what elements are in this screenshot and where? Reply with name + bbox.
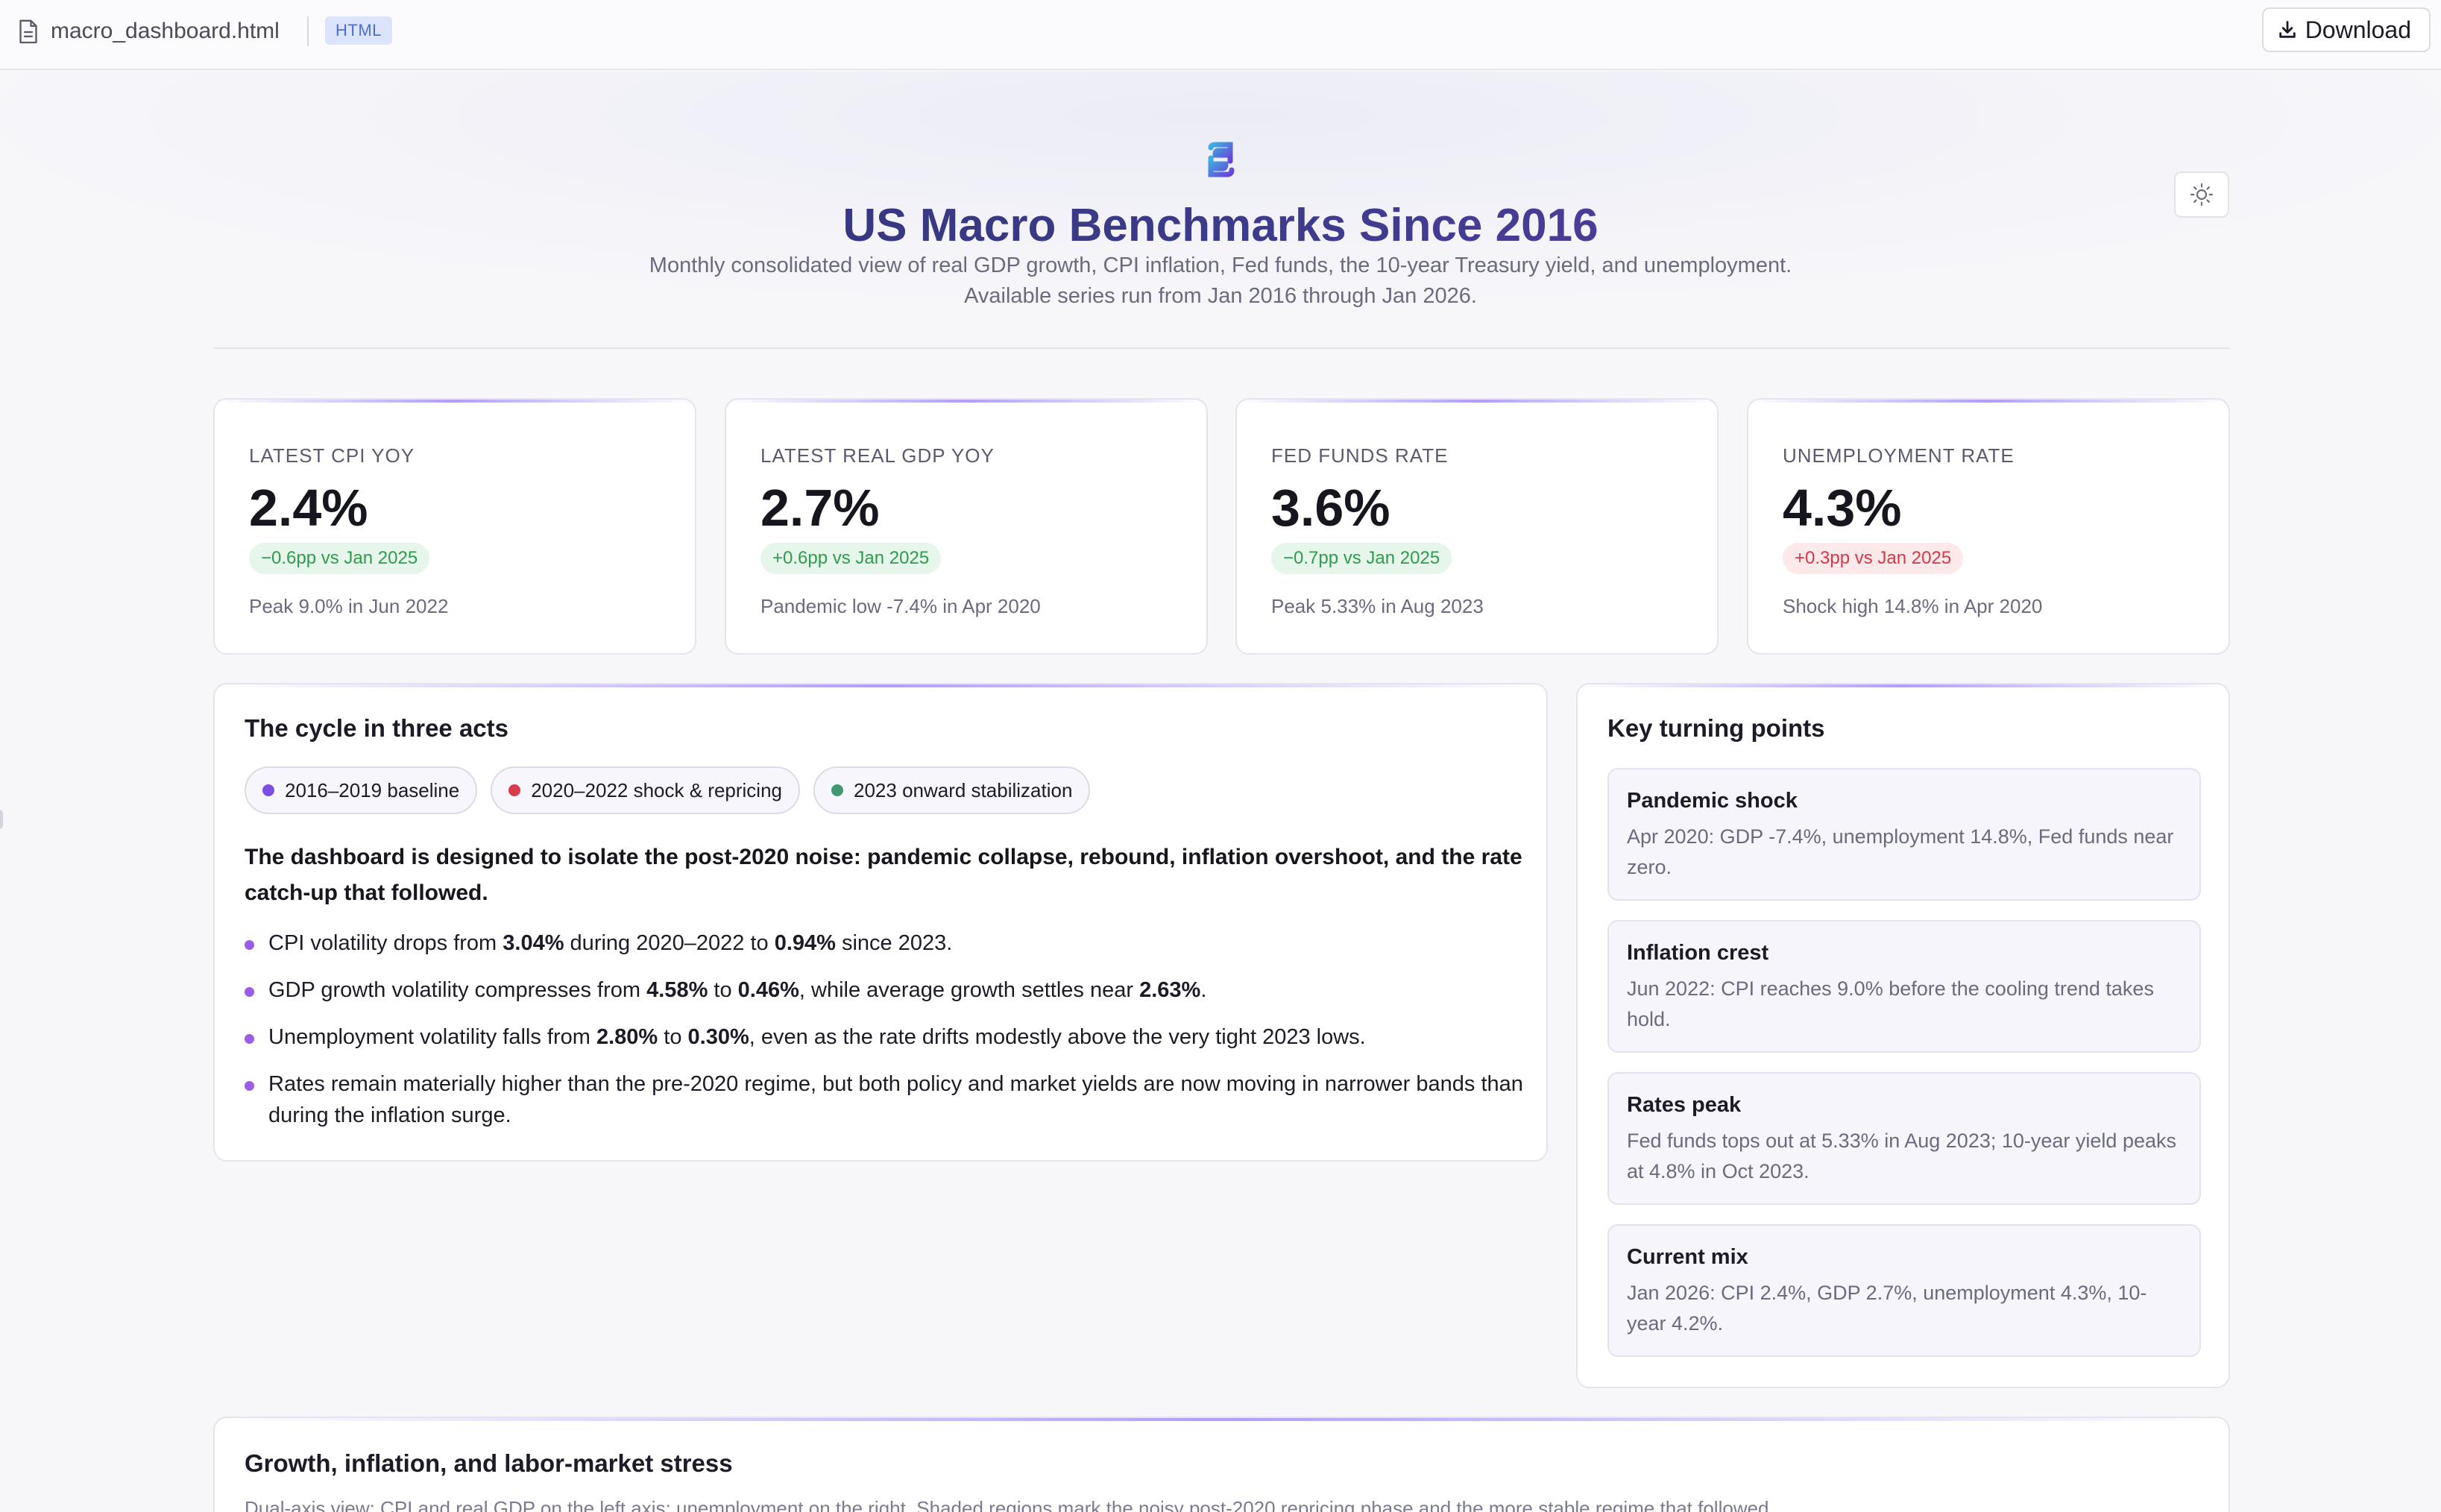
theme-toggle-button[interactable] <box>2174 171 2229 218</box>
kpi-delta-badge: +0.6pp vs Jan 2025 <box>760 543 942 574</box>
subtitle-line: Available series run from Jan 2016 throu… <box>964 284 1477 308</box>
bullet-text: . <box>1200 978 1207 1002</box>
kpi-delta-badge: −0.7pp vs Jan 2025 <box>1271 543 1452 574</box>
growth-inflation-chart-card: Growth, inflation, and labor-market stre… <box>213 1417 2230 1512</box>
page-subtitle: Monthly consolidated view of real GDP gr… <box>0 251 2441 312</box>
file-type-badge: HTML <box>325 16 392 45</box>
bullet-text: during 2020–2022 to <box>564 931 775 955</box>
logo-icon <box>1208 142 1235 177</box>
phase-label: 2020–2022 shock & repricing <box>531 778 782 801</box>
kpi-value: 4.3% <box>1783 479 1902 537</box>
header-divider <box>213 347 2229 349</box>
sun-icon <box>2190 183 2214 207</box>
turning-points-card: Key turning points Pandemic shock Apr 20… <box>1576 683 2230 1388</box>
file-name: macro_dashboard.html <box>51 19 280 43</box>
kpi-delta-badge: −0.6pp vs Jan 2025 <box>249 543 430 574</box>
bullet-figure: 0.94% <box>774 931 836 955</box>
file-icon <box>19 19 37 44</box>
bullet-text: Unemployment volatility falls from <box>268 1025 596 1049</box>
scroll-nub[interactable] <box>0 810 3 829</box>
phase-label: 2023 onward stabilization <box>854 778 1073 801</box>
toolbar-divider <box>307 16 309 46</box>
kpi-card-cpi: LATEST CPI YOY 2.4% −0.6pp vs Jan 2025 P… <box>213 398 696 655</box>
turning-point-body: Jun 2022: CPI reaches 9.0% before the co… <box>1627 977 2154 1030</box>
turning-point-item: Pandemic shock Apr 2020: GDP -7.4%, unem… <box>1607 768 2201 901</box>
download-icon <box>2278 21 2296 38</box>
bullet-text: CPI volatility drops from <box>268 931 503 955</box>
phase-dot <box>262 784 274 796</box>
bullet-figure: 3.04% <box>503 931 564 955</box>
list-item: Unemployment volatility falls from 2.80%… <box>245 1021 1542 1053</box>
turning-point-title: Rates peak <box>1627 1093 1742 1117</box>
kpi-card-gdp: LATEST REAL GDP YOY 2.7% +0.6pp vs Jan 2… <box>725 398 1208 655</box>
turning-point-body: Apr 2020: GDP -7.4%, unemployment 14.8%,… <box>1627 825 2174 878</box>
phase-dot <box>831 784 843 796</box>
kpi-note: Shock high 14.8% in Apr 2020 <box>1783 595 2043 617</box>
download-label: Download <box>2305 16 2411 43</box>
turning-point-title: Pandemic shock <box>1627 789 1798 813</box>
section-title: Growth, inflation, and labor-market stre… <box>245 1449 733 1477</box>
section-title: Key turning points <box>1607 714 1825 742</box>
kpi-card-unemployment: UNEMPLOYMENT RATE 4.3% +0.3pp vs Jan 202… <box>1747 398 2230 655</box>
bullet-text: to <box>658 1025 688 1049</box>
bullet-text: Rates remain materially higher than the … <box>268 1072 1523 1127</box>
bullet-text: to <box>708 978 738 1002</box>
section-title: The cycle in three acts <box>245 714 508 742</box>
kpi-value: 3.6% <box>1271 479 1390 537</box>
phase-label: 2016–2019 baseline <box>285 778 460 801</box>
phase-pill-baseline[interactable]: 2016–2019 baseline <box>245 766 478 814</box>
kpi-label: LATEST REAL GDP YOY <box>760 444 995 467</box>
download-button[interactable]: Download <box>2261 7 2431 52</box>
phase-dot <box>508 784 521 796</box>
turning-point-item: Current mix Jan 2026: CPI 2.4%, GDP 2.7%… <box>1607 1224 2201 1357</box>
list-item: CPI volatility drops from 3.04% during 2… <box>245 927 1542 959</box>
narrative-bullets: CPI volatility drops from 3.04% during 2… <box>245 927 1542 1147</box>
list-item: Rates remain materially higher than the … <box>245 1068 1542 1131</box>
kpi-label: FED FUNDS RATE <box>1271 444 1449 467</box>
turning-point-body: Fed funds tops out at 5.33% in Aug 2023;… <box>1627 1130 2176 1182</box>
phase-pill-shock[interactable]: 2020–2022 shock & repricing <box>491 766 800 814</box>
bullet-text: , while average growth settles near <box>799 978 1140 1002</box>
file-toolbar: macro_dashboard.html HTML Download <box>0 0 2441 70</box>
kpi-card-fed-funds: FED FUNDS RATE 3.6% −0.7pp vs Jan 2025 P… <box>1235 398 1719 655</box>
kpi-label: UNEMPLOYMENT RATE <box>1783 444 2015 467</box>
bullet-figure: 4.58% <box>646 978 708 1002</box>
list-item: GDP growth volatility compresses from 4.… <box>245 974 1542 1006</box>
kpi-delta-badge: +0.3pp vs Jan 2025 <box>1783 543 1964 574</box>
kpi-note: Peak 9.0% in Jun 2022 <box>249 595 449 617</box>
chart-subtitle: Dual-axis view: CPI and real GDP on the … <box>245 1497 1774 1512</box>
subtitle-line: Monthly consolidated view of real GDP gr… <box>649 253 1792 277</box>
bullet-text: GDP growth volatility compresses from <box>268 978 647 1002</box>
page-title: US Macro Benchmarks Since 2016 <box>0 197 2441 255</box>
kpi-label: LATEST CPI YOY <box>249 444 415 467</box>
kpi-note: Pandemic low -7.4% in Apr 2020 <box>760 595 1041 617</box>
turning-point-item: Rates peak Fed funds tops out at 5.33% i… <box>1607 1072 2201 1205</box>
turning-point-body: Jan 2026: CPI 2.4%, GDP 2.7%, unemployme… <box>1627 1282 2147 1335</box>
bullet-text: , even as the rate drifts modestly above… <box>749 1025 1366 1049</box>
narrative-lead: The dashboard is designed to isolate the… <box>245 845 1522 905</box>
phase-pill-stabilization[interactable]: 2023 onward stabilization <box>813 766 1091 814</box>
bullet-figure: 2.80% <box>596 1025 658 1049</box>
turning-point-title: Inflation crest <box>1627 941 1769 965</box>
bullet-figure: 0.30% <box>687 1025 749 1049</box>
turning-point-title: Current mix <box>1627 1245 1748 1269</box>
phase-legend: 2016–2019 baseline 2020–2022 shock & rep… <box>245 766 1091 814</box>
kpi-note: Peak 5.33% in Aug 2023 <box>1271 595 1484 617</box>
cycle-narrative-card: The cycle in three acts 2016–2019 baseli… <box>213 683 1548 1162</box>
bullet-text: since 2023. <box>835 931 953 955</box>
kpi-value: 2.4% <box>249 479 368 537</box>
bullet-figure: 0.46% <box>737 978 799 1002</box>
bullet-figure: 2.63% <box>1139 978 1201 1002</box>
turning-point-item: Inflation crest Jun 2022: CPI reaches 9.… <box>1607 920 2201 1053</box>
kpi-value: 2.7% <box>760 479 880 537</box>
